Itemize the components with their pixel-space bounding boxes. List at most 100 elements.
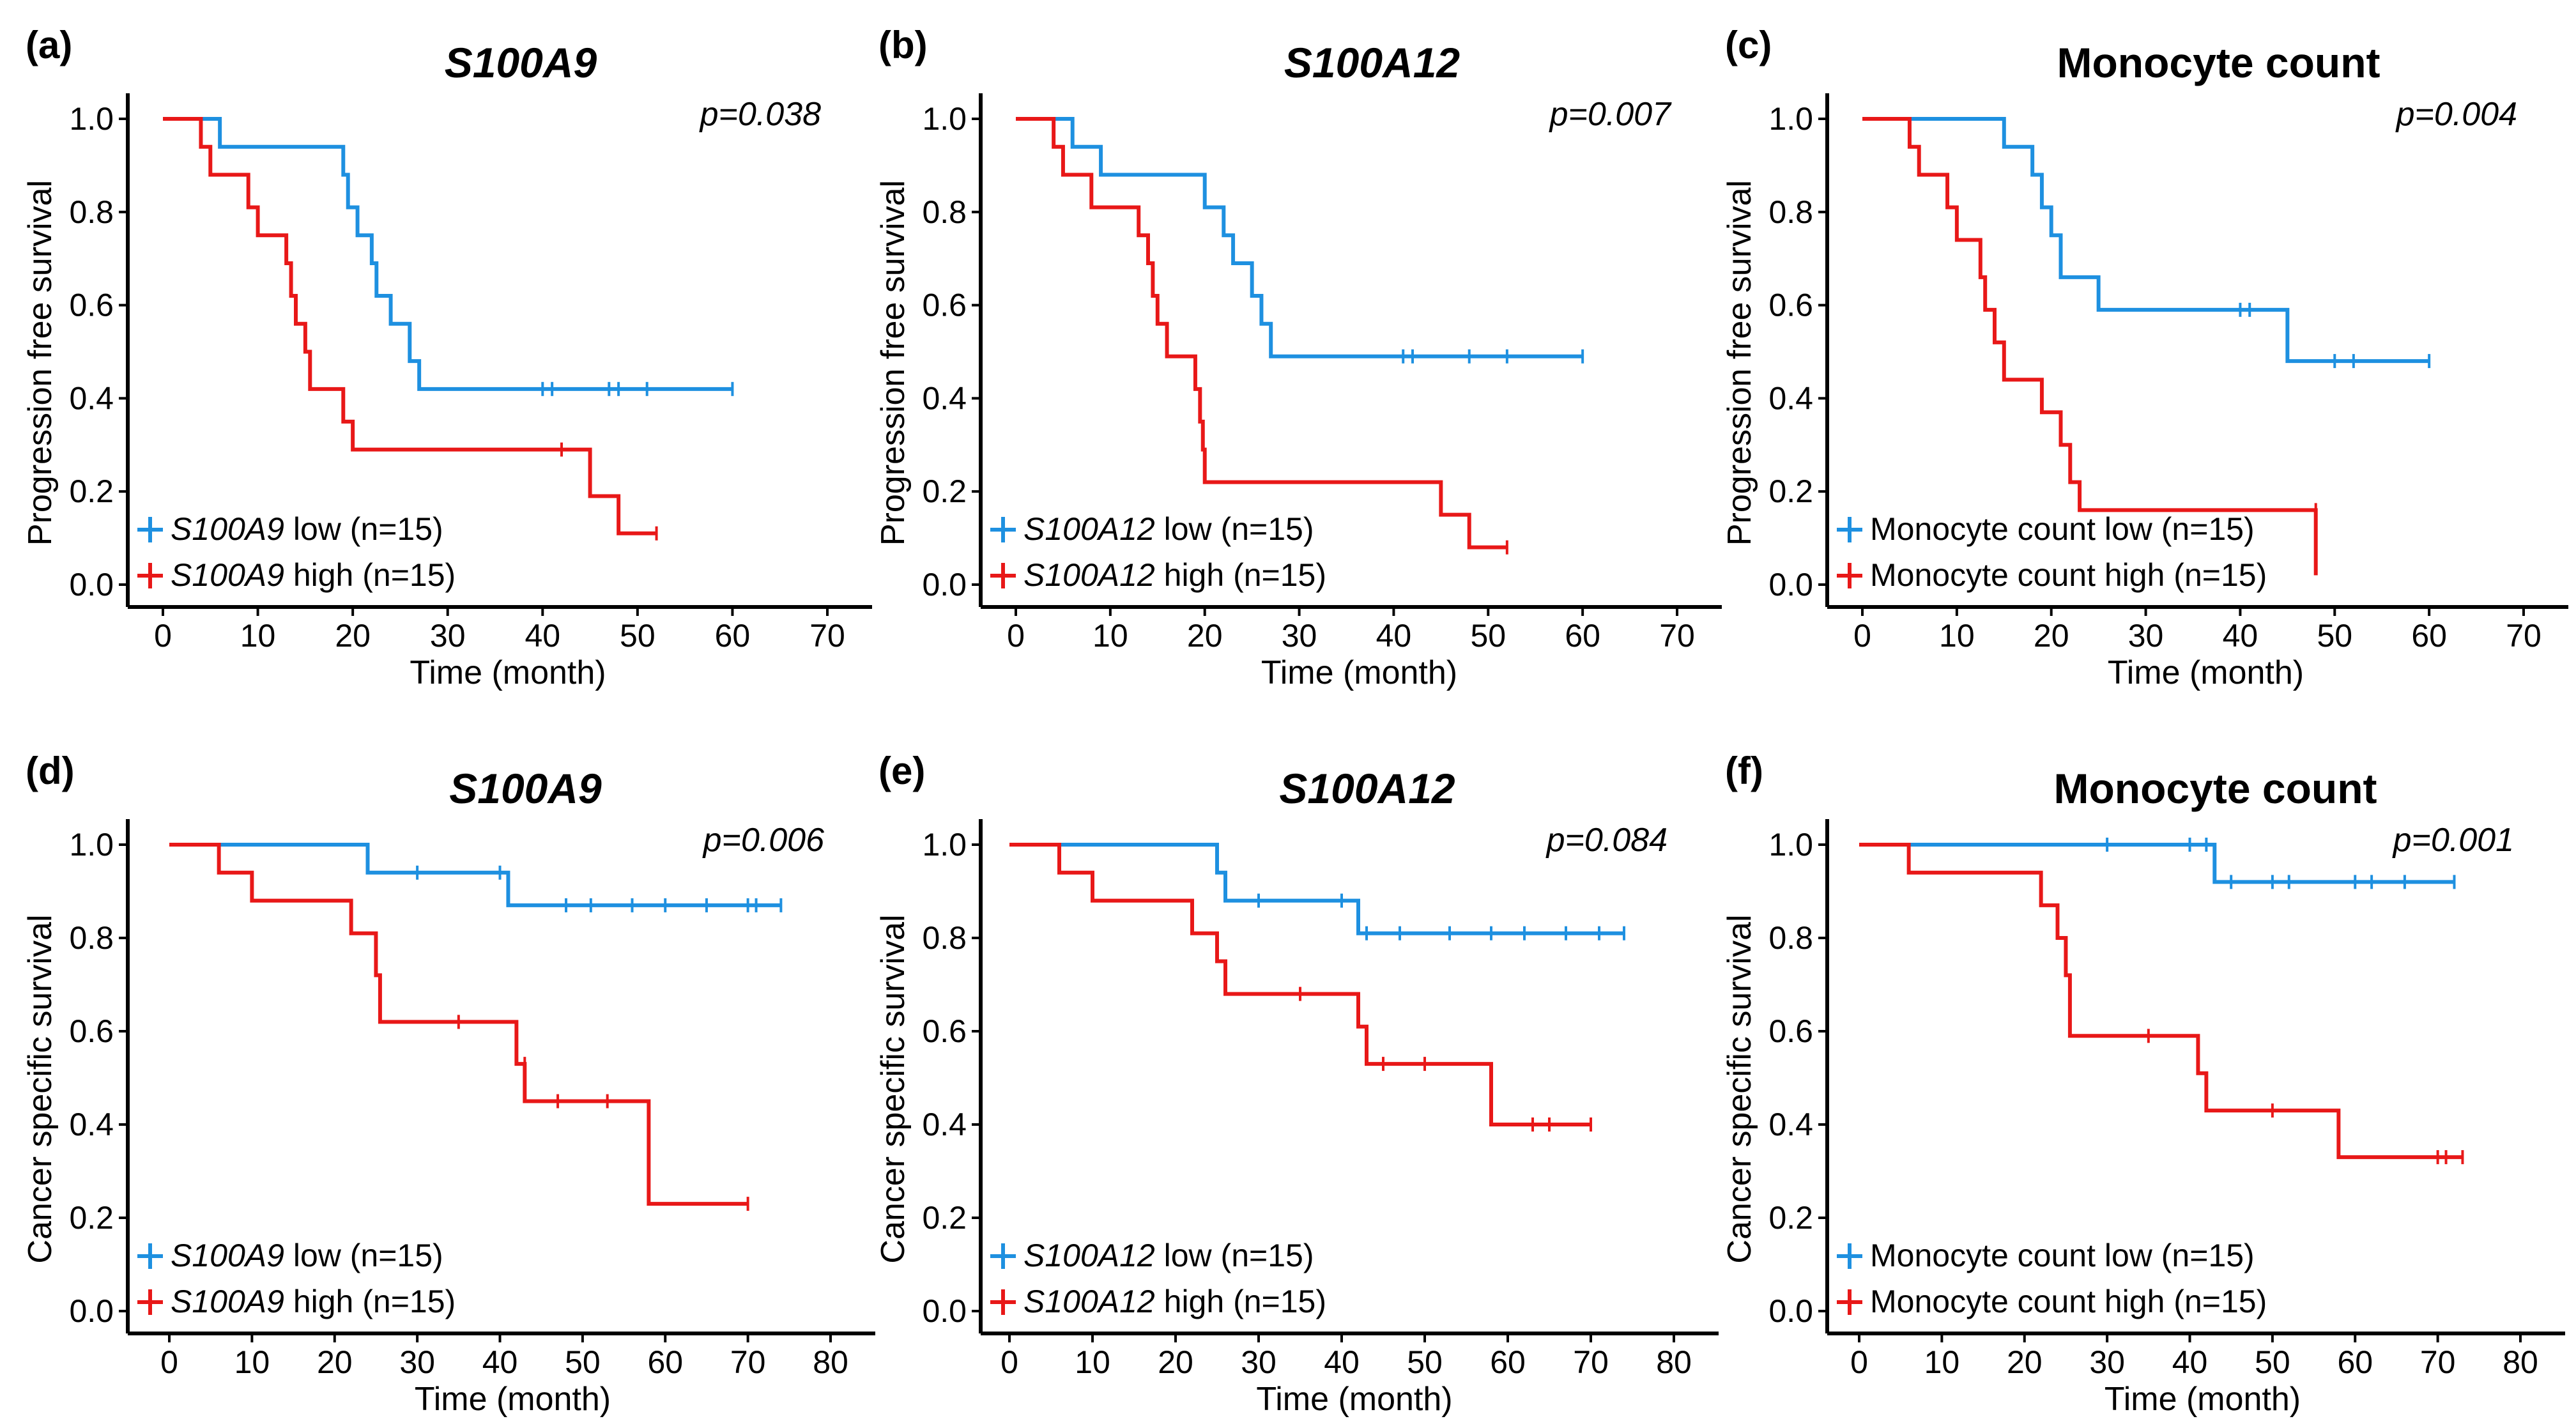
x-tick-label: 50	[620, 618, 656, 654]
panel-label: (b)	[878, 24, 928, 66]
p-value: p=0.038	[699, 96, 821, 133]
chart-title: S100A9	[449, 765, 602, 812]
p-value: p=0.004	[2395, 96, 2517, 133]
x-tick-label: 20	[317, 1344, 353, 1380]
y-tick-label: 0.8	[1768, 194, 1813, 230]
y-tick-label: 0.8	[922, 194, 967, 230]
x-tick-label: 50	[2317, 618, 2352, 654]
p-value: p=0.006	[702, 822, 824, 859]
p-value: p=0.001	[2392, 822, 2514, 859]
y-tick-label: 0.6	[69, 1013, 114, 1049]
legend-label-low: Monocyte count low (n=15)	[1870, 1238, 2255, 1273]
y-tick-label: 0.8	[69, 194, 114, 230]
y-tick-label: 0.2	[1768, 473, 1813, 509]
x-tick-label: 10	[1092, 618, 1128, 654]
x-tick-label: 10	[1939, 618, 1975, 654]
x-tick-label: 40	[2172, 1344, 2208, 1380]
legend-label-low: S100A9 low (n=15)	[171, 511, 443, 547]
panel-label: (c)	[1725, 24, 1772, 66]
survival-curve-low	[169, 843, 781, 907]
y-tick-label: 0.2	[69, 1200, 114, 1236]
x-tick-label: 0	[160, 1344, 178, 1380]
y-tick-label: 0.4	[1768, 1107, 1813, 1142]
y-tick-label: 0.4	[922, 1107, 967, 1142]
y-tick-label: 0.0	[69, 567, 114, 603]
x-tick-label: 40	[482, 1344, 518, 1380]
km-panel-2: (b) S100A12 p=0.007 0.0 0.2 0.4 0.6 0.8 1.0 0 10 20…	[875, 24, 1722, 691]
legend-label-high: S100A9 high (n=15)	[171, 557, 456, 593]
legend-label-low: S100A12 low (n=15)	[1023, 511, 1314, 547]
x-tick-label: 50	[1407, 1344, 1443, 1380]
y-axis-label: Progression free survival	[1721, 180, 1758, 546]
x-axis-label: Time (month)	[1261, 654, 1457, 691]
x-tick-label: 60	[715, 618, 751, 654]
x-tick-label: 0	[1853, 618, 1871, 654]
x-axis-label: Time (month)	[2108, 654, 2304, 691]
y-tick-label: 0.0	[69, 1293, 114, 1329]
y-tick-label: 0.6	[1768, 1013, 1813, 1049]
x-tick-label: 20	[1187, 618, 1223, 654]
x-tick-label: 30	[430, 618, 466, 654]
x-tick-label: 30	[1241, 1344, 1276, 1380]
survival-curve-high	[1016, 117, 1507, 549]
legend-label-high: Monocyte count high (n=15)	[1870, 1284, 2267, 1319]
x-axis-label: Time (month)	[415, 1381, 611, 1418]
x-tick-label: 0	[154, 618, 172, 654]
y-tick-label: 1.0	[69, 827, 114, 863]
y-axis-label: Cancer specific survival	[22, 914, 59, 1263]
x-tick-label: 60	[647, 1344, 683, 1380]
y-tick-label: 0.6	[69, 288, 114, 323]
y-tick-label: 1.0	[922, 101, 967, 137]
legend-label-low: S100A12 low (n=15)	[1023, 1238, 1314, 1273]
x-tick-label: 60	[2411, 618, 2447, 654]
km-panel-3: (c) Monocyte count p=0.004 0.0 0.2 0.4 0.6 0.8 1…	[1721, 24, 2568, 691]
y-tick-label: 0.0	[922, 1293, 967, 1329]
y-tick-label: 0.8	[922, 920, 967, 956]
y-tick-label: 1.0	[922, 827, 967, 863]
panel-label: (d)	[26, 749, 75, 792]
x-tick-label: 10	[1075, 1344, 1110, 1380]
survival-curve-low	[1859, 843, 2455, 884]
km-panel-1: (a) S100A9 p=0.038 0.0 0.2 0.4 0.6 0.8 1.0 0 10 20 3…	[22, 24, 872, 691]
y-tick-label: 1.0	[1768, 827, 1813, 863]
km-panel-4: (d) S100A9 p=0.006 0.0 0.2 0.4 0.6 0.8 1.0 0 10 20 3…	[22, 749, 875, 1418]
chart-title: S100A9	[445, 39, 597, 86]
x-tick-label: 0	[1007, 618, 1025, 654]
legend-label-high: Monocyte count high (n=15)	[1870, 557, 2267, 593]
x-tick-label: 70	[1659, 618, 1695, 654]
x-tick-label: 40	[525, 618, 560, 654]
y-tick-label: 0.2	[922, 473, 967, 509]
y-tick-label: 0.0	[1768, 1293, 1813, 1329]
y-tick-label: 0.8	[1768, 920, 1813, 956]
x-tick-label: 80	[813, 1344, 848, 1380]
survival-curve-high	[1009, 843, 1591, 1126]
y-tick-label: 0.2	[922, 1200, 967, 1236]
legend-label-low: S100A9 low (n=15)	[171, 1238, 443, 1273]
x-tick-label: 70	[2506, 618, 2542, 654]
panel-label: (a)	[26, 24, 72, 66]
x-axis-label: Time (month)	[2104, 1381, 2301, 1418]
x-tick-label: 20	[2007, 1344, 2043, 1380]
x-axis-label: Time (month)	[1256, 1381, 1452, 1418]
x-tick-label: 0	[1000, 1344, 1018, 1380]
legend-label-high: S100A9 high (n=15)	[171, 1284, 456, 1319]
survival-curve-low	[1016, 117, 1583, 358]
x-tick-label: 50	[1470, 618, 1506, 654]
x-axis-label: Time (month)	[410, 654, 606, 691]
y-tick-label: 0.4	[1768, 380, 1813, 416]
x-tick-label: 10	[1924, 1344, 1960, 1380]
x-tick-label: 20	[1158, 1344, 1193, 1380]
chart-title: S100A12	[1279, 765, 1455, 812]
survival-curve-high	[1859, 843, 2463, 1160]
x-tick-label: 70	[2420, 1344, 2456, 1380]
survival-curve-high	[169, 843, 748, 1206]
x-tick-label: 30	[2128, 618, 2164, 654]
legend-label-low: Monocyte count low (n=15)	[1870, 511, 2255, 547]
x-tick-label: 70	[809, 618, 845, 654]
y-tick-label: 0.6	[922, 1013, 967, 1049]
y-tick-label: 0.0	[922, 567, 967, 603]
y-tick-label: 0.2	[69, 473, 114, 509]
p-value: p=0.007	[1549, 96, 1672, 133]
y-tick-label: 1.0	[1768, 101, 1813, 137]
y-tick-label: 0.4	[69, 380, 114, 416]
